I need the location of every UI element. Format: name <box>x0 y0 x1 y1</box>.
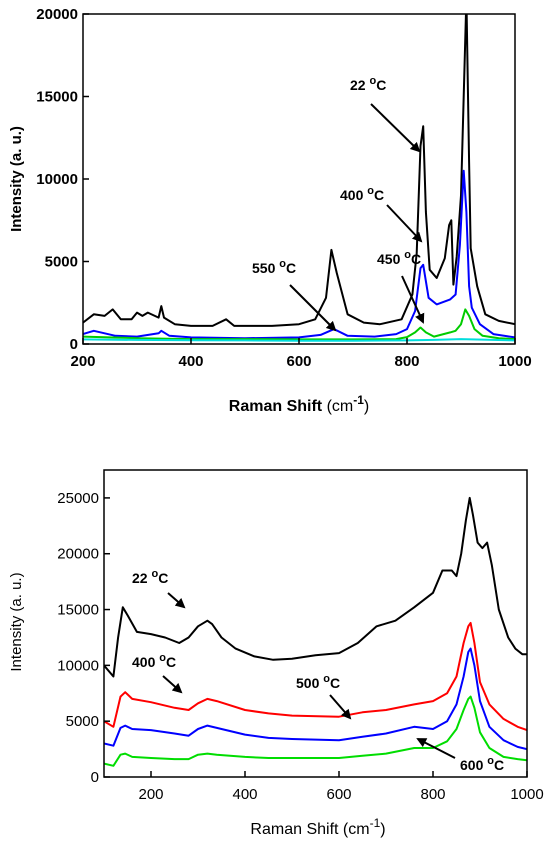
y-tick-label: 10000 <box>36 171 78 188</box>
chart1-series-line-3 <box>104 695 527 767</box>
x-tick-label: 200 <box>70 353 95 370</box>
chart0-series-line-3 <box>83 338 515 342</box>
arrow-550c-top <box>289 284 337 332</box>
chart-top-x-axis-label: Raman Shift (cm-1) <box>229 393 369 415</box>
annotation-label: 550 oC <box>252 258 296 276</box>
annotation-label: 22 oC <box>132 568 168 586</box>
arrow-500c-bottom <box>329 694 352 720</box>
arrow-400c-bottom <box>162 675 183 694</box>
chart0-series-line-0 <box>83 14 515 327</box>
y-tick-label: 15000 <box>57 602 99 619</box>
chart-top-arrows <box>289 103 425 332</box>
y-tick-label: 5000 <box>45 254 78 271</box>
y-tick-label: 25000 <box>57 490 99 507</box>
arrow-600c-bottom <box>416 738 456 759</box>
chart-bottom-x-axis-label: Raman Shift (cm-1) <box>250 816 385 838</box>
x-tick-label: 600 <box>286 353 311 370</box>
chart1-series-line-0 <box>104 496 527 678</box>
chart0-series-line-2 <box>83 308 515 341</box>
y-tick-label: 0 <box>91 769 99 786</box>
chart-bottom-series-group <box>104 496 527 767</box>
annotation-label: 600 oC <box>460 755 504 773</box>
chart1-series-line-2 <box>104 647 527 751</box>
x-tick-label: 600 <box>326 786 351 803</box>
arrow-400c-top <box>386 204 423 243</box>
y-tick-label: 20000 <box>36 6 78 23</box>
annotation-label: 400 oC <box>340 185 384 203</box>
chart-bottom-ticks: 200 400 600 800 1000050001000015000200002500… <box>57 490 543 803</box>
annotation-label: 450 oC <box>377 249 421 267</box>
arrow-22c-bottom <box>167 592 186 609</box>
chart-bottom-annotations: 22 oC 400 oC 500 oC 600 oC <box>132 568 504 773</box>
chart-bottom-arrows <box>162 592 456 759</box>
arrow-450c-top <box>401 275 425 324</box>
chart-bottom: 200 400 600 800 1000050001000015000200002500… <box>8 469 544 838</box>
x-tick-label: 400 <box>178 353 203 370</box>
x-tick-label: 1000 <box>510 786 543 803</box>
annotation-label: 22 oC <box>350 75 386 93</box>
y-tick-label: 10000 <box>57 657 99 674</box>
chart-top-series-group <box>83 14 515 342</box>
x-tick-label: 200 <box>138 786 163 803</box>
annotation-label: 500 oC <box>296 673 340 691</box>
y-tick-label: 15000 <box>36 89 78 106</box>
chart-top-annotations: 22 oC 400 oC 450 oC 550 oC <box>252 75 421 276</box>
x-tick-label: 800 <box>394 353 419 370</box>
y-tick-label: 20000 <box>57 546 99 563</box>
chart0-series-line-1 <box>83 169 515 340</box>
x-tick-label: 400 <box>232 786 257 803</box>
x-tick-label: 800 <box>420 786 445 803</box>
chart-bottom-plot-frame <box>103 469 528 778</box>
arrow-22c-top <box>370 103 421 153</box>
x-tick-label: 1000 <box>498 353 531 370</box>
chart-top-y-axis-label: Intensity (a. u.) <box>8 126 25 232</box>
annotation-label: 400 oC <box>132 652 176 670</box>
chart-bottom-y-axis-label: Intensity (a. u.) <box>8 572 25 671</box>
y-tick-label: 0 <box>70 336 78 353</box>
y-tick-label: 5000 <box>66 713 99 730</box>
